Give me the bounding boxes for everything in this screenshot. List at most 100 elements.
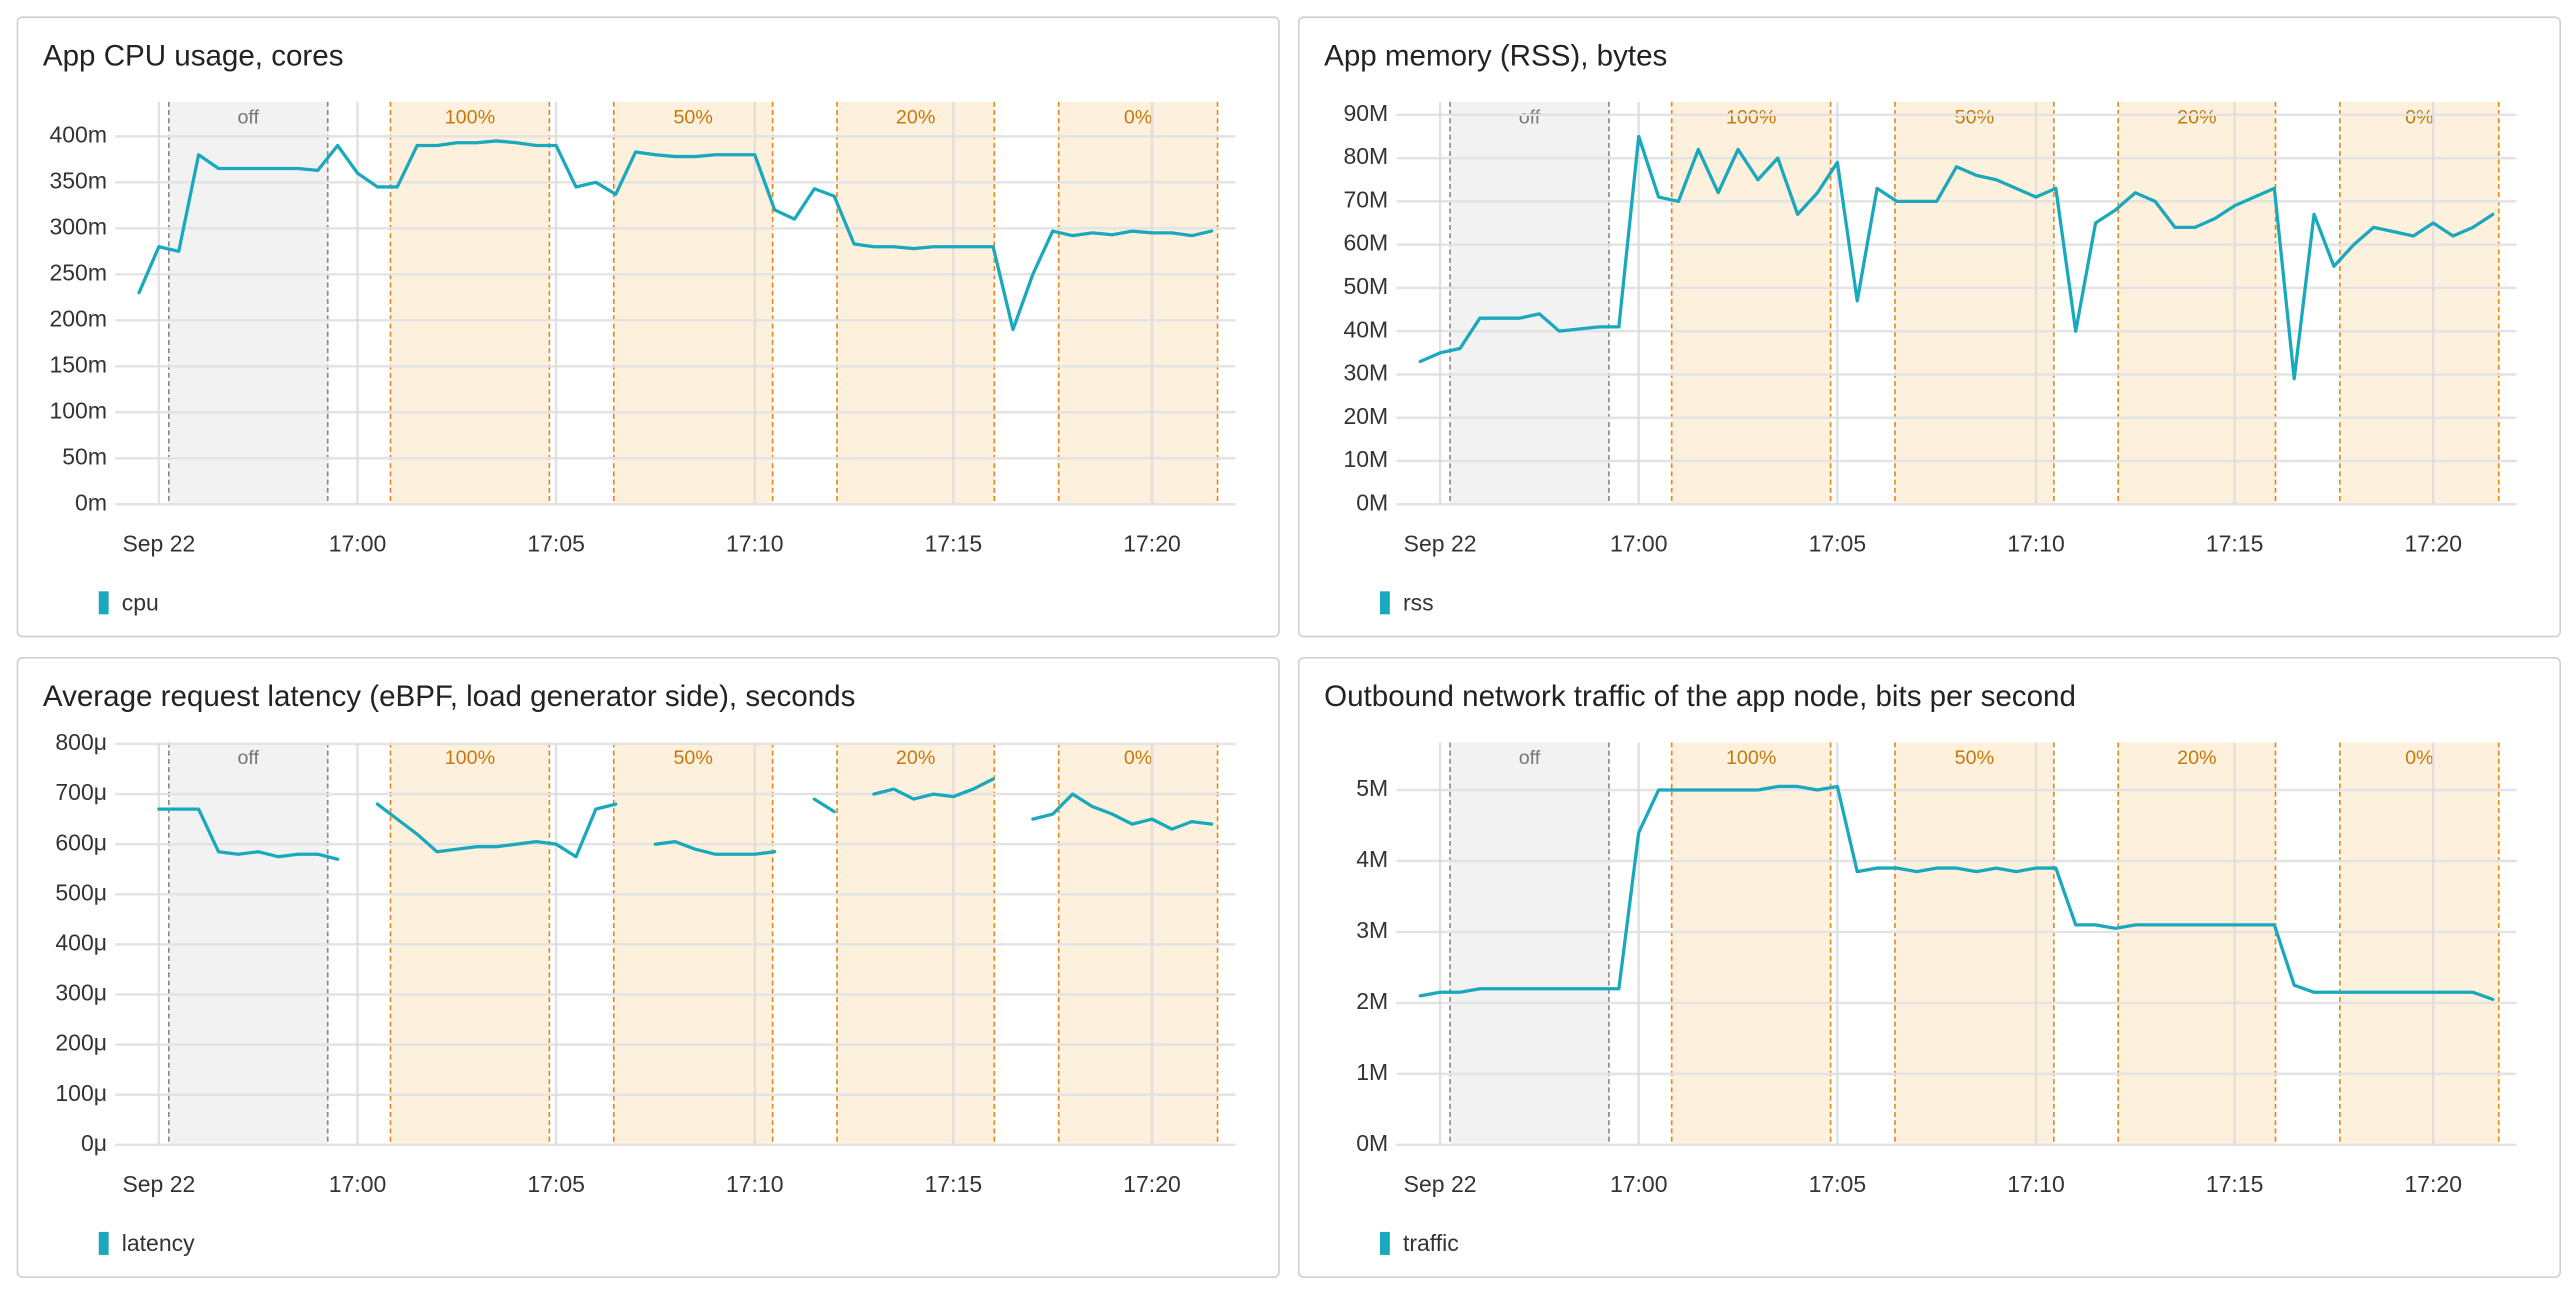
y-tick-label: 10M xyxy=(1343,446,1388,472)
band-label: 100% xyxy=(1726,106,1776,128)
band-label: 20% xyxy=(2177,106,2216,128)
y-tick-label: 0M xyxy=(1356,1130,1388,1156)
y-tick-label: 300m xyxy=(49,213,106,239)
legend-swatch xyxy=(1379,1231,1390,1255)
legend-label: rss xyxy=(1403,590,1434,616)
y-tick-label: 700μ xyxy=(55,779,107,805)
x-tick-label: 17:10 xyxy=(726,1171,784,1197)
band xyxy=(390,101,550,505)
x-tick-label: Sep 22 xyxy=(1404,530,1477,556)
x-tick-label: Sep 22 xyxy=(1404,1171,1477,1197)
chart-title: Outbound network traffic of the app node… xyxy=(1324,680,2076,713)
y-tick-label: 350m xyxy=(49,167,106,193)
y-tick-label: 80M xyxy=(1343,143,1388,169)
series-line xyxy=(137,139,1214,332)
band-label: 20% xyxy=(2177,747,2216,769)
y-tick-label: 60M xyxy=(1343,230,1388,256)
x-tick-label: 17:20 xyxy=(1123,1171,1181,1197)
band-label: 0% xyxy=(1124,747,1152,769)
y-tick-label: 500μ xyxy=(55,879,107,905)
band xyxy=(613,101,773,505)
y-tick-label: 3M xyxy=(1356,917,1388,943)
y-tick-label: 90M xyxy=(1343,100,1388,126)
chart-title: App CPU usage, cores xyxy=(43,39,344,72)
y-tick-label: 0μ xyxy=(81,1130,107,1156)
legend-label: traffic xyxy=(1403,1230,1459,1256)
legend-swatch xyxy=(1379,591,1390,615)
band xyxy=(1450,742,1609,1145)
band xyxy=(1058,101,1218,505)
x-tick-label: 17:05 xyxy=(1809,530,1867,556)
x-tick-label: 17:20 xyxy=(1123,530,1181,556)
band-label: off xyxy=(237,106,259,128)
x-tick-label: 17:20 xyxy=(2404,530,2462,556)
y-tick-label: 50M xyxy=(1343,273,1388,299)
band-label: 20% xyxy=(896,747,935,769)
y-tick-label: 1M xyxy=(1356,1059,1388,1085)
y-tick-label: 400m xyxy=(49,121,106,147)
x-tick-label: 17:10 xyxy=(2007,530,2065,556)
band-label: 100% xyxy=(445,106,495,128)
band-label: off xyxy=(1519,106,1541,128)
chart-title: App memory (RSS), bytes xyxy=(1324,39,1667,72)
band-label: 0% xyxy=(1124,106,1152,128)
y-tick-label: 250m xyxy=(49,259,106,285)
band xyxy=(1450,101,1609,505)
band-label: 50% xyxy=(1955,747,1994,769)
band-label: 50% xyxy=(673,747,712,769)
x-tick-label: 17:05 xyxy=(527,1171,585,1197)
band xyxy=(1671,101,1831,505)
band-label: off xyxy=(237,747,259,769)
x-tick-label: 17:20 xyxy=(2404,1171,2462,1197)
x-tick-label: 17:15 xyxy=(2206,1171,2264,1197)
x-tick-label: 17:10 xyxy=(2007,1171,2065,1197)
legend-swatch xyxy=(98,1231,109,1255)
x-tick-label: 17:00 xyxy=(329,530,387,556)
band xyxy=(168,101,328,505)
legend-label: latency xyxy=(122,1230,195,1256)
band xyxy=(2118,742,2276,1145)
x-tick-label: 17:15 xyxy=(2206,530,2264,556)
y-tick-label: 70M xyxy=(1343,186,1388,212)
band-label: 100% xyxy=(1726,747,1776,769)
band-label: 50% xyxy=(1955,106,1994,128)
y-tick-label: 0m xyxy=(75,489,107,515)
x-tick-label: 17:00 xyxy=(1610,1171,1668,1197)
y-tick-label: 200m xyxy=(49,305,106,331)
y-tick-label: 4M xyxy=(1356,846,1388,872)
band xyxy=(2339,742,2499,1145)
x-tick-label: 17:00 xyxy=(329,1171,387,1197)
series-line xyxy=(1418,134,2495,381)
y-tick-label: 50m xyxy=(62,443,107,469)
y-tick-label: 100m xyxy=(49,397,106,423)
y-tick-label: 100μ xyxy=(55,1080,107,1106)
band xyxy=(1894,101,2054,505)
band-label: 50% xyxy=(673,106,712,128)
y-tick-label: 20M xyxy=(1343,403,1388,429)
x-tick-label: 17:05 xyxy=(527,530,585,556)
series-line xyxy=(157,777,1214,861)
y-tick-label: 200μ xyxy=(55,1030,107,1056)
band-label: 0% xyxy=(2405,106,2433,128)
y-tick-label: 600μ xyxy=(55,829,107,855)
x-tick-label: Sep 22 xyxy=(122,530,195,556)
legend-swatch xyxy=(98,591,109,615)
y-tick-label: 800μ xyxy=(55,729,107,755)
band xyxy=(2118,101,2276,505)
series-line xyxy=(1418,784,2495,1002)
band-label: 0% xyxy=(2405,747,2433,769)
y-tick-label: 5M xyxy=(1356,775,1388,801)
band-label: off xyxy=(1519,747,1541,769)
legend-label: cpu xyxy=(122,590,159,616)
band xyxy=(2339,101,2499,505)
y-tick-label: 40M xyxy=(1343,316,1388,342)
band-label: 20% xyxy=(896,106,935,128)
band xyxy=(1671,742,1831,1145)
y-tick-label: 0M xyxy=(1356,489,1388,515)
y-tick-label: 300μ xyxy=(55,980,107,1006)
x-tick-label: 17:05 xyxy=(1809,1171,1867,1197)
band xyxy=(836,101,995,505)
band-label: 100% xyxy=(445,747,495,769)
